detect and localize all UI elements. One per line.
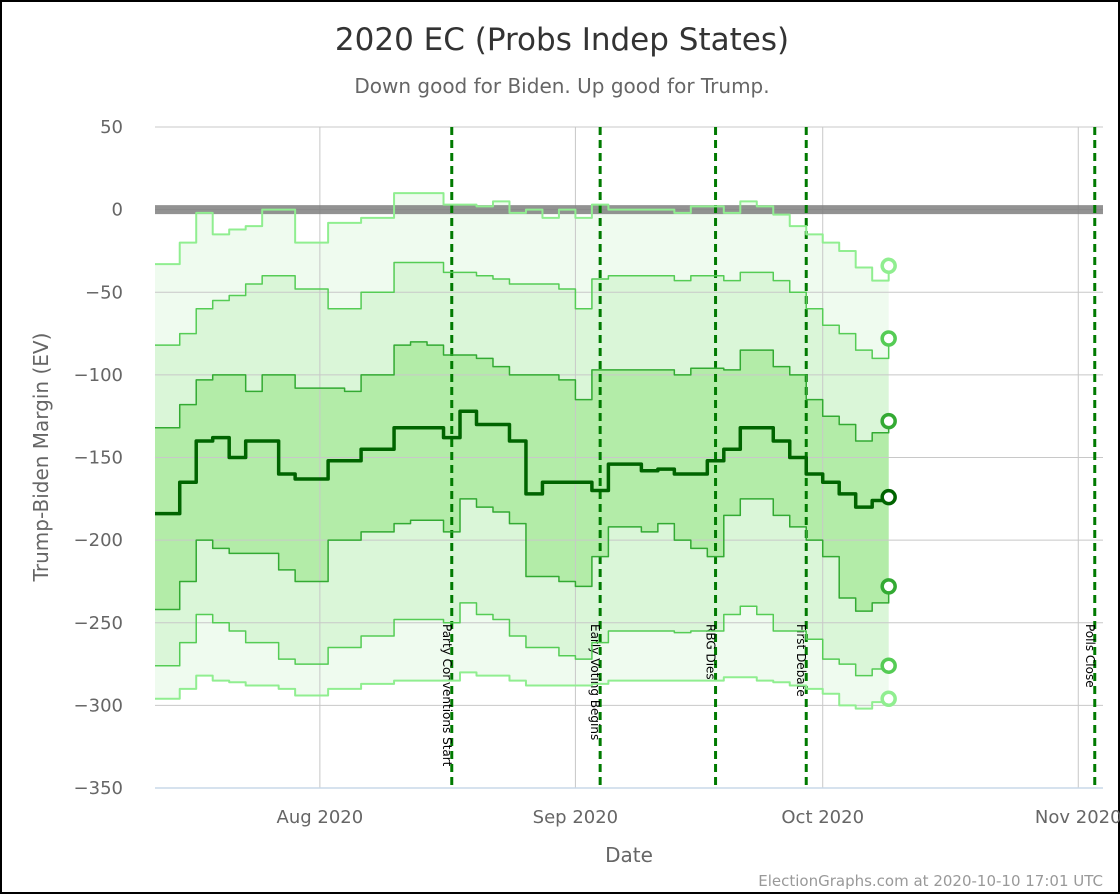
series-line-lower_inner [155,498,890,612]
series-line-lower_outer [155,671,890,710]
y-tick-label: −100 [74,365,123,386]
endpoint-marker-lower_mid [880,657,897,674]
y-tick-label: −150 [74,448,123,469]
series-line-upper_outer [155,192,890,282]
band-inner [155,341,889,612]
y-axis-label: Trump-Biden Margin (EV) [29,333,53,583]
y-tick-label: 50 [100,117,123,138]
y-tick-label: −300 [74,695,123,716]
chart-subtitle: Down good for Biden. Up good for Trump. [354,74,769,98]
endpoint-marker-lower_outer [880,690,897,708]
series-line-upper_mid [155,261,890,360]
event-label: Polls Close [1083,624,1097,688]
endpoint-marker-upper_mid [880,330,897,347]
endpoint-marker-median [880,488,897,506]
x-tick-label: Aug 2020 [277,807,364,828]
y-tick-label: −200 [74,530,123,551]
series-line-median [155,409,891,516]
event-label: Early Voting Begins [588,624,602,740]
y-tick-label: −250 [74,613,123,634]
x-tick-label: Oct 2020 [781,807,864,828]
x-tick-label: Nov 2020 [1035,807,1120,828]
y-tick-label: −350 [74,778,123,799]
endpoint-marker-upper_inner [880,412,897,430]
y-tick-label: 0 [112,200,123,221]
series-line-lower_mid [155,602,890,677]
event-label: Party Conventions Start [440,624,454,767]
event-label: RBG Dies [704,624,718,680]
event-label: First Debate [794,624,808,697]
credit-text: ElectionGraphs.com at 2020-10-10 17:01 U… [758,872,1103,890]
chart-title: 2020 EC (Probs Indep States) [335,22,789,58]
x-tick-label: Sep 2020 [533,807,618,828]
x-axis-label: Date [605,843,653,867]
endpoint-marker-lower_inner [880,578,897,595]
endpoint-marker-upper_outer [880,257,897,275]
y-tick-label: −50 [85,282,123,303]
series-line-upper_inner [155,341,890,442]
